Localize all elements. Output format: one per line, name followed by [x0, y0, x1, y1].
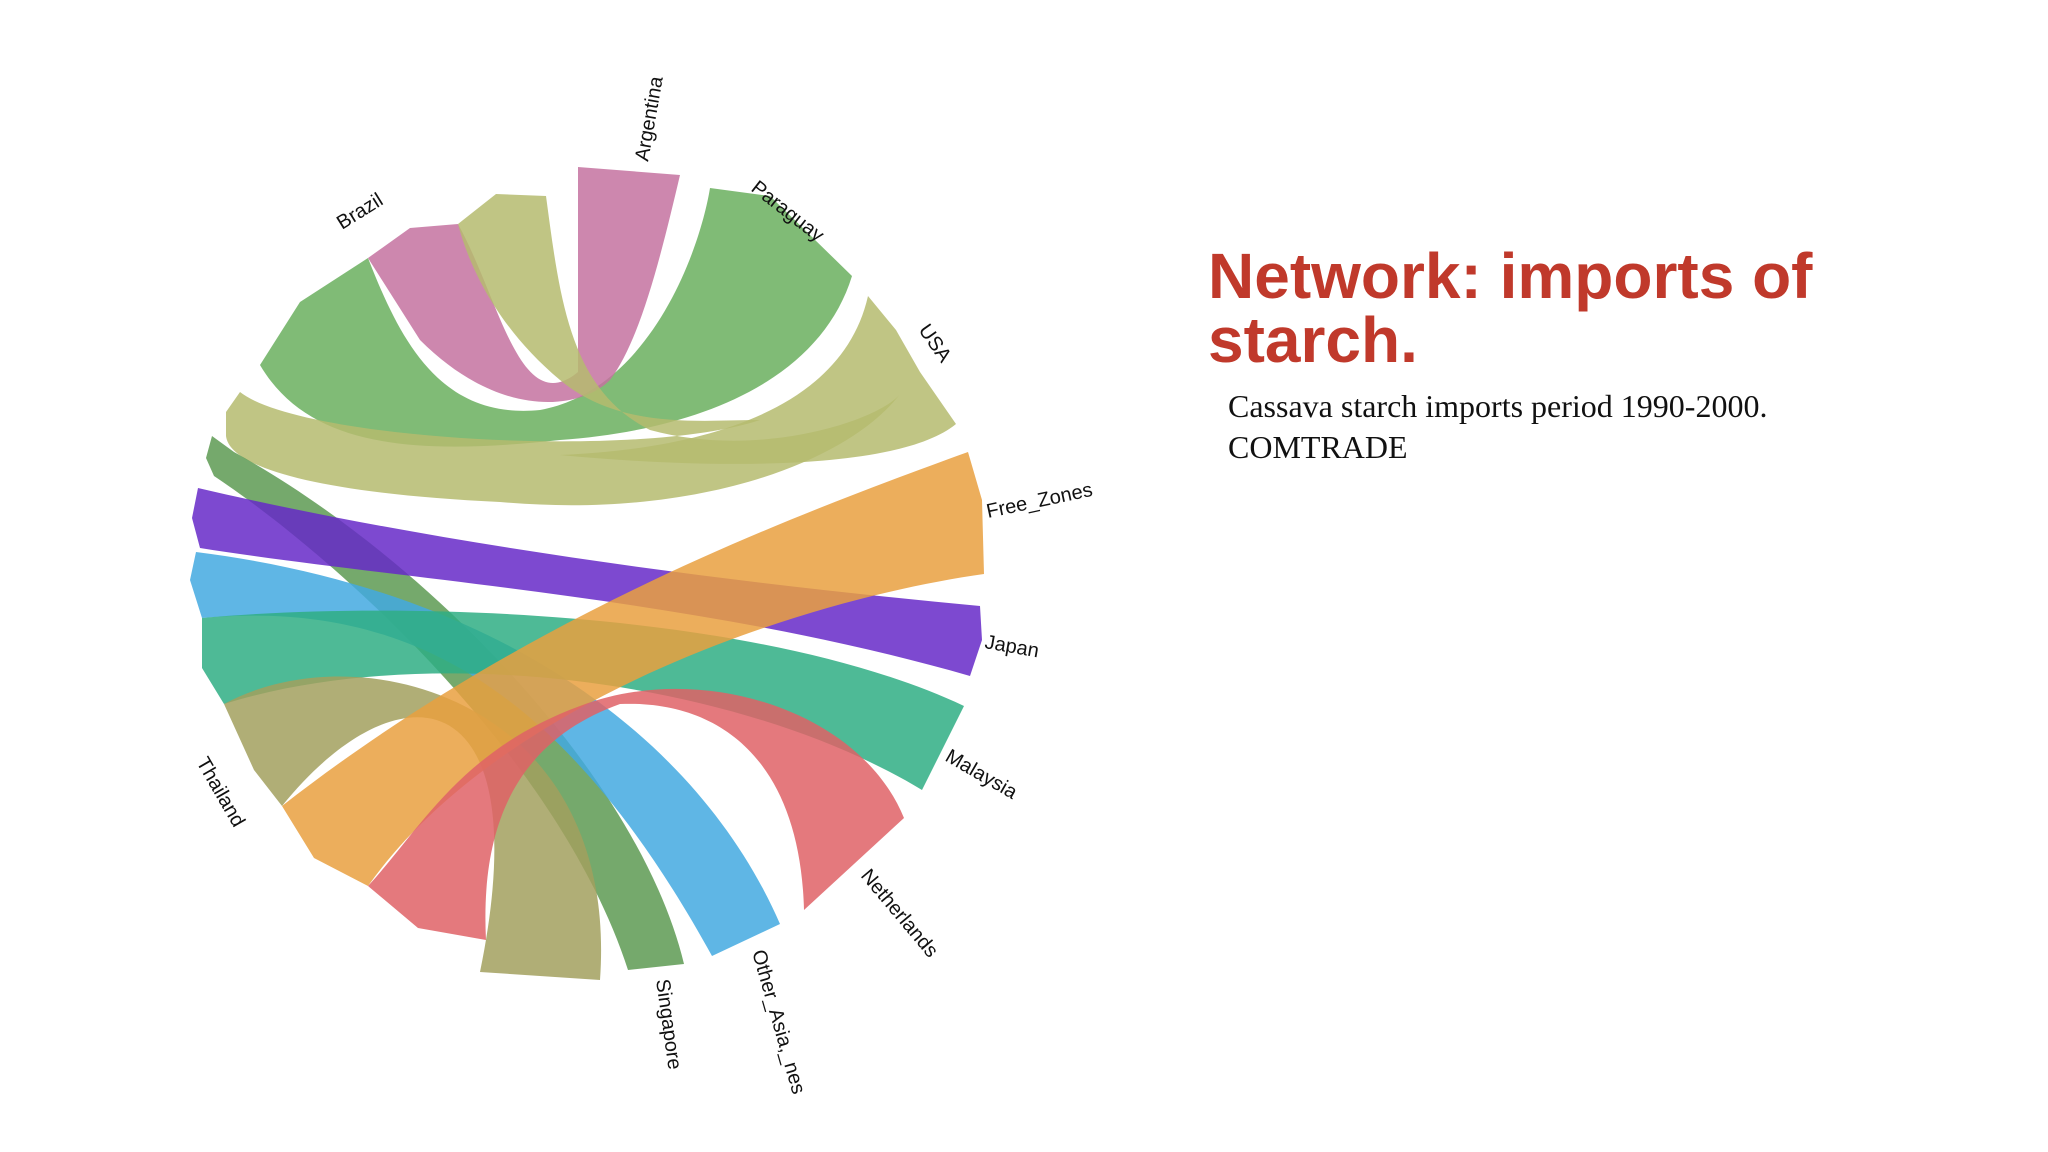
node-label-other-asia-nes: Other_Asia,_nes	[747, 947, 809, 1096]
node-label-free-zones: Free_Zones	[984, 479, 1094, 523]
ribbon-brazil-japan	[192, 488, 982, 676]
chord-ribbons	[190, 167, 984, 980]
node-label-argentina: Argentina	[631, 74, 668, 163]
subtitle-line-1: Cassava starch imports period 1990-2000.	[1228, 388, 1768, 424]
slide-title: Network: imports of starch.	[1208, 240, 1813, 376]
ribbon-usa-band	[560, 296, 956, 464]
ribbon-thailand-netherlands	[368, 688, 904, 940]
node-label-malaysia: Malaysia	[942, 745, 1022, 804]
node-label-netherlands: Netherlands	[856, 865, 942, 962]
chord-diagram: Argentina Paraguay USA Free_Zones Japan …	[190, 74, 1095, 1097]
ribbon-thailand-freezones	[282, 452, 984, 886]
ribbon-brazil-singapore	[206, 436, 684, 970]
node-label-thailand: Thailand	[192, 754, 249, 831]
ribbon-thailand-malaysia	[202, 610, 964, 790]
ribbon-brazil-argentina	[368, 167, 680, 403]
node-label-usa: USA	[914, 320, 956, 367]
ribbon-thailand-otherasia	[190, 552, 780, 956]
subtitle-line-2: COMTRADE	[1228, 429, 1408, 465]
node-label-singapore: Singapore	[651, 978, 685, 1071]
node-label-brazil: Brazil	[333, 189, 387, 234]
slide-subtitle: Cassava starch imports period 1990-2000.…	[1228, 386, 1928, 468]
ribbon-brazil-paraguay	[260, 188, 852, 447]
node-label-japan: Japan	[983, 631, 1040, 662]
